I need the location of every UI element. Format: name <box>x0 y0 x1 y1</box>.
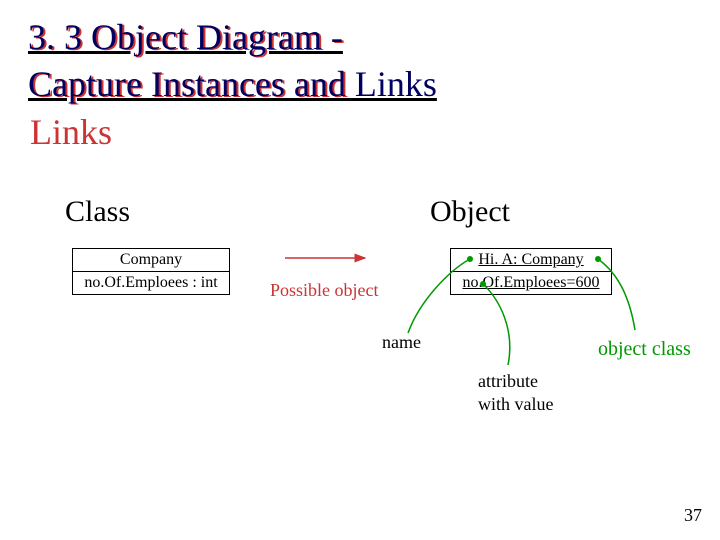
connector-attr <box>483 284 510 365</box>
class-box-attribute: no.Of.Emploees : int <box>73 271 229 294</box>
class-box: Company no.Of.Emploees : int <box>72 248 230 295</box>
object-box-attribute: no.Of.Emploees=600 <box>451 271 611 294</box>
annotation-name: name <box>382 332 421 353</box>
possible-object-label: Possible object <box>270 280 379 301</box>
title-main: 3. 3 Object Diagram - Capture Instances … <box>28 14 437 108</box>
heading-object: Object <box>430 195 510 229</box>
page-number: 37 <box>684 505 702 526</box>
annotation-object-class: object class <box>598 338 691 361</box>
class-box-header: Company <box>73 249 229 271</box>
heading-class: Class <box>65 195 130 229</box>
annotation-attribute-with-value: attribute with value <box>478 370 553 417</box>
object-box-header: Hi. A: Company <box>451 249 611 271</box>
object-box: Hi. A: Company no.Of.Emploees=600 <box>450 248 612 295</box>
slide-title: 3. 3 Object Diagram - Capture Instances … <box>28 14 437 108</box>
